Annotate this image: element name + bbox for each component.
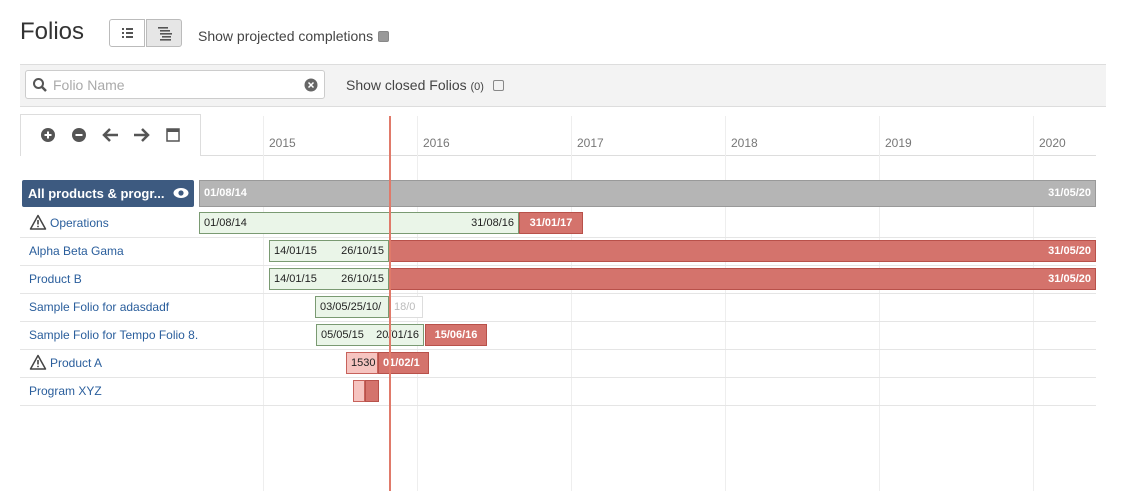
bar-date: 31/05/20: [1048, 245, 1091, 257]
folio-link[interactable]: Product B: [29, 272, 82, 286]
page-title: Folios: [20, 18, 85, 45]
gantt-bar[interactable]: 14/01/15 26/10/15: [269, 240, 389, 262]
year-label: 2020: [1039, 136, 1066, 150]
row-divider: [20, 349, 1096, 350]
folio-link[interactable]: Product A: [50, 356, 103, 370]
year-label: 2019: [885, 136, 912, 150]
row-divider: [20, 321, 1096, 322]
bar-date: 26/10/15: [341, 273, 384, 285]
gantt-bar[interactable]: [365, 380, 379, 402]
scroll-left[interactable]: [102, 128, 118, 142]
warning-icon: [29, 214, 47, 230]
year-line: [879, 116, 880, 491]
clear-button[interactable]: [304, 78, 318, 92]
toolbar-icons: [41, 128, 180, 142]
closed-label: Show closed Folios (0): [346, 77, 484, 93]
row-divider: [20, 237, 1096, 238]
bar-date: 03/05/25/10/: [320, 301, 382, 313]
gantt-bar[interactable]: 1530: [346, 352, 378, 374]
folio-link[interactable]: Alpha Beta Gama: [29, 244, 124, 258]
gantt-bar[interactable]: 01/02/1: [378, 352, 429, 374]
gantt-bar[interactable]: 01/08/14 31/08/16: [199, 212, 519, 234]
gantt-bar[interactable]: 31/05/20: [389, 240, 1096, 262]
bar-date: 01/08/14: [204, 217, 247, 229]
scroll-right[interactable]: [134, 128, 150, 142]
gantt-bar[interactable]: 15/06/16: [425, 324, 487, 346]
closed-count: (0): [470, 81, 484, 93]
summary-label[interactable]: All products & progr...: [22, 180, 194, 207]
bar-date: 31/08/16: [471, 217, 514, 229]
bar-date: 15/06/16: [434, 329, 478, 341]
summary-bar: 01/08/14 31/05/20: [199, 180, 1096, 207]
summary-start: 01/08/14: [204, 187, 247, 199]
icon: [158, 27, 172, 41]
year-label: 2017: [577, 136, 604, 150]
bar-date: 01/02/1: [383, 357, 420, 369]
search-icon: [33, 78, 47, 92]
year-line: [571, 116, 572, 491]
year-line: [263, 116, 264, 491]
closed-checkbox[interactable]: [493, 80, 504, 91]
row-divider: [20, 405, 1096, 406]
bar-date: 31/05/20: [1048, 273, 1091, 285]
bar-date: 20/01/16: [376, 329, 419, 341]
year-label: 2016: [423, 136, 450, 150]
today-line: [389, 116, 391, 491]
bar-date: 31/01/17: [529, 217, 573, 229]
summary-end: 31/05/20: [1048, 187, 1091, 199]
projected-checkbox[interactable]: [378, 31, 389, 42]
header-rule: [200, 155, 1096, 156]
folio-link[interactable]: Sample Folio for adasdadf: [29, 300, 170, 314]
year-label: 2015: [269, 136, 296, 150]
folio-link[interactable]: Program XYZ: [29, 384, 102, 398]
year-line: [725, 116, 726, 491]
row-divider: [20, 265, 1096, 266]
bar-date: 05/05/15: [321, 329, 364, 341]
gantt-view-button[interactable]: [146, 19, 182, 47]
gantt-bar[interactable]: 03/05/25/10/: [315, 296, 389, 318]
today-button[interactable]: [166, 128, 180, 142]
closed-text: Show closed Folios: [346, 77, 467, 93]
gantt-bar[interactable]: 18/0: [389, 296, 423, 318]
warning-icon: [29, 354, 47, 370]
row-divider: [20, 377, 1096, 378]
bar-date: 1530: [351, 357, 376, 369]
bar-date: 14/01/15: [274, 245, 317, 257]
year-label: 2018: [731, 136, 758, 150]
search-box[interactable]: Folio Name: [25, 70, 325, 99]
gantt-bar[interactable]: 31/05/20: [389, 268, 1096, 290]
gantt-bar[interactable]: 14/01/15 26/10/15: [269, 268, 389, 290]
zoom-out[interactable]: [72, 128, 86, 142]
folio-link[interactable]: Operations: [50, 216, 109, 230]
gantt-bar[interactable]: 31/01/17: [519, 212, 583, 234]
folio-link[interactable]: Sample Folio for Tempo Folio 8.: [29, 328, 199, 342]
search-placeholder: Folio Name: [53, 77, 125, 93]
bar-date: 18/0: [394, 301, 416, 313]
gantt-bar[interactable]: [353, 380, 365, 402]
projected-label: Show projected completions: [198, 28, 374, 44]
bar-date: 26/10/15: [341, 245, 384, 257]
bar-date: 14/01/15: [274, 273, 317, 285]
list-view-button[interactable]: [109, 19, 145, 47]
gantt-toolbar: [20, 114, 201, 156]
gantt-bar[interactable]: 05/05/15 20/01/16: [316, 324, 424, 346]
year-line: [1033, 116, 1034, 491]
eye-icon[interactable]: [173, 187, 189, 199]
row-divider: [20, 293, 1096, 294]
icon: [122, 28, 133, 38]
zoom-in[interactable]: [41, 128, 55, 142]
